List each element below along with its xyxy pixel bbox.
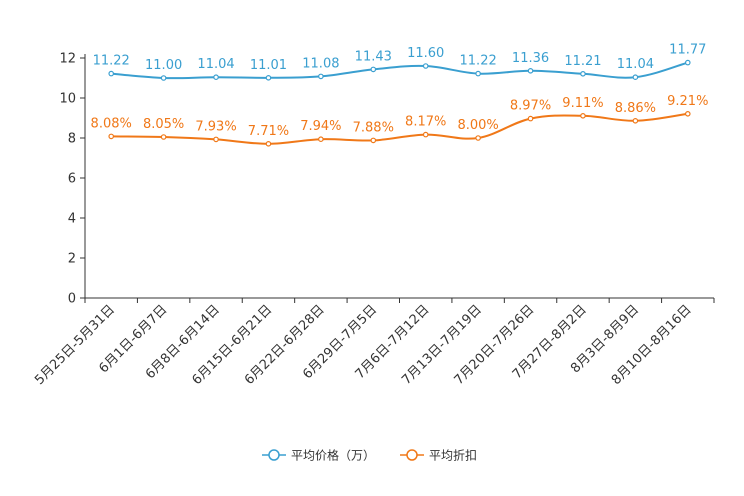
data-label: 9.21% [667,94,708,109]
data-point[interactable] [108,70,115,77]
data-label: 11.77 [669,43,706,58]
data-label: 7.71% [248,124,289,139]
chart-legend[interactable]: 平均价格（万） 平均折扣 [262,448,477,463]
series-line-0 [111,61,689,80]
y-tick-label: 8 [68,132,76,147]
y-tick-label: 10 [59,92,76,107]
data-point[interactable] [370,137,377,144]
data-label: 8.00% [457,118,498,133]
data-point[interactable] [108,133,115,140]
series-line-1 [111,112,688,145]
data-point[interactable] [684,59,691,66]
data-point[interactable] [160,75,167,81]
data-point[interactable] [213,74,219,81]
data-label: 7.94% [300,119,341,134]
data-label: 11.22 [93,54,130,69]
legend-swatch-marker [406,449,418,461]
data-point[interactable] [580,71,586,77]
data-label: 9.11% [562,96,603,111]
data-label: 11.04 [197,57,234,72]
data-label: 11.36 [512,51,549,66]
y-tick-label: 12 [59,52,76,67]
data-point[interactable] [422,131,429,138]
legend-item-0[interactable]: 平均价格（万） [262,448,375,463]
y-tick-label: 0 [68,292,76,307]
data-label: 11.01 [250,58,287,73]
chart-series [108,59,691,147]
data-point[interactable] [213,136,219,143]
data-point[interactable] [318,73,324,80]
legend-item-1[interactable]: 平均折扣 [400,448,477,463]
data-label: 8.17% [405,115,446,130]
y-tick-label: 6 [68,172,76,187]
data-label: 8.86% [615,101,656,116]
data-label: 11.43 [355,49,392,64]
y-tick-label: 2 [68,252,76,267]
data-point[interactable] [527,115,534,122]
data-label: 8.08% [91,116,132,131]
data-label: 11.04 [617,57,654,72]
data-point[interactable] [160,134,167,140]
data-point[interactable] [265,75,272,81]
data-point[interactable] [475,70,481,77]
data-label: 11.08 [302,56,339,71]
data-point[interactable] [580,113,586,119]
data-point[interactable] [684,111,691,117]
data-label: 8.05% [143,117,184,132]
legend-swatch-marker [268,449,280,461]
data-point[interactable] [527,68,534,74]
data-label: 11.60 [407,46,444,61]
data-label: 8.97% [510,99,551,114]
legend-label: 平均价格（万） [291,448,375,463]
data-label: 11.22 [460,54,497,69]
data-point[interactable] [422,63,429,69]
data-point[interactable] [370,66,377,73]
data-point[interactable] [265,141,272,147]
data-point[interactable] [632,118,639,124]
data-point[interactable] [475,135,481,141]
data-label: 11.00 [145,58,182,73]
data-label: 11.21 [564,54,601,69]
data-label: 7.93% [195,119,236,134]
chart-data-labels: 11.22 11.00 11.04 11.01 11.08 11.43 11.60 11.22… [91,43,709,139]
chart-axes: 0246810125月25日-5月31日6月1日-6月7日6月8日-6月14日6… [32,52,715,388]
legend-label: 平均折扣 [429,448,477,463]
data-label: 7.88% [353,120,394,135]
data-point[interactable] [318,136,324,143]
y-tick-label: 4 [68,212,76,227]
data-point[interactable] [632,74,639,81]
